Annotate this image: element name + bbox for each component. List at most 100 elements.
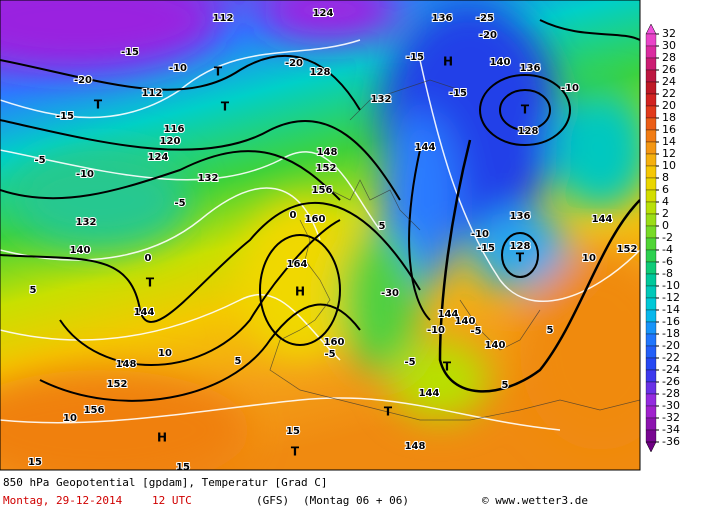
legend-tick-label: -10 [662, 279, 680, 292]
legend-swatch [645, 405, 657, 419]
legend-tick-label: -22 [662, 351, 680, 364]
contour-label: 140 [455, 316, 476, 327]
geopotential-contours [0, 19, 640, 402]
legend-tick-label: -30 [662, 399, 680, 412]
footer-date: Montag, 29-12-2014 [3, 494, 123, 507]
legend-swatch [645, 237, 657, 251]
legend-tick-label: -18 [662, 327, 680, 340]
isotherm-label: -15 [56, 111, 74, 122]
legend-tick-label: -24 [662, 363, 680, 376]
isotherm-label: -20 [74, 75, 92, 86]
legend-swatch [645, 321, 657, 335]
isotherm-label: -10 [169, 63, 187, 74]
legend-tick-label: -6 [662, 255, 673, 268]
contour-label: 136 [432, 13, 453, 24]
contour-label: 128 [518, 126, 539, 137]
pressure-center: T [443, 360, 452, 374]
isotherm-label: 15 [176, 462, 190, 473]
legend-tick-label: 12 [662, 147, 676, 160]
contour-label: 124 [313, 8, 334, 19]
contour-label: 116 [164, 124, 185, 135]
contour-label: 152 [617, 244, 638, 255]
isotherm-label: -5 [34, 155, 45, 166]
legend-tick-label: -36 [662, 435, 680, 448]
contour-label: 152 [107, 379, 128, 390]
legend-tick-label: 6 [662, 183, 669, 196]
legend-swatch [645, 369, 657, 383]
contour-label: 144 [415, 142, 436, 153]
isotherm-label: 5 [235, 356, 242, 367]
isotherm-label: 0 [145, 253, 152, 264]
contour-label: 140 [70, 245, 91, 256]
legend-tick-label: 30 [662, 39, 676, 52]
contour-label: 128 [510, 241, 531, 252]
legend-swatch [645, 309, 657, 323]
legend-swatch [645, 213, 657, 227]
isotherm-label: 5 [502, 380, 509, 391]
legend-tick-label: -28 [662, 387, 680, 400]
contour-label: 112 [142, 88, 163, 99]
footer-credit: © www.wetter3.de [482, 494, 588, 507]
contour-label: 144 [592, 214, 613, 225]
pressure-center: T [214, 65, 223, 79]
isotherm-label: -5 [324, 349, 335, 360]
map-field [0, 0, 640, 470]
legend-swatch [645, 141, 657, 155]
legend-tick-label: 26 [662, 63, 676, 76]
isotherm-label: -10 [561, 83, 579, 94]
legend-swatch [645, 417, 657, 431]
legend-swatch [645, 129, 657, 143]
legend-tick-label: -12 [662, 291, 680, 304]
legend-swatch [645, 165, 657, 179]
contour-label: 128 [310, 67, 331, 78]
legend-tick-label: 0 [662, 219, 669, 232]
legend-swatch [645, 225, 657, 239]
legend-tick-label: 10 [662, 159, 676, 172]
legend-tick-label: -2 [662, 231, 673, 244]
isotherm-label: 5 [547, 325, 554, 336]
isotherm-label: -5 [404, 357, 415, 368]
pressure-center: T [146, 276, 155, 290]
legend-arrow-bottom [645, 441, 657, 453]
legend-tick-label: -4 [662, 243, 673, 256]
legend-tick-label: -34 [662, 423, 680, 436]
contour-label: 124 [148, 152, 169, 163]
legend-swatch [645, 45, 657, 59]
legend-tick-label: 8 [662, 171, 669, 184]
legend-swatch [645, 105, 657, 119]
contour-label: 164 [287, 259, 308, 270]
legend-swatch [645, 189, 657, 203]
contour-label: 132 [198, 173, 219, 184]
legend-swatch [645, 345, 657, 359]
legend-tick-label: -32 [662, 411, 680, 424]
legend-swatch [645, 153, 657, 167]
isotherm-label: 15 [28, 457, 42, 468]
legend-swatch [645, 429, 657, 443]
contour-label: 144 [419, 388, 440, 399]
pressure-center: H [295, 285, 305, 299]
isotherm-label: -20 [285, 58, 303, 69]
contour-label: 112 [213, 13, 234, 24]
contour-label: 160 [305, 214, 326, 225]
legend-tick-label: 28 [662, 51, 676, 64]
legend-swatch [645, 177, 657, 191]
contour-label: 160 [324, 337, 345, 348]
isotherm-label: -10 [76, 169, 94, 180]
contour-label: 120 [160, 136, 181, 147]
legend-swatch [645, 93, 657, 107]
contour-label: 140 [490, 57, 511, 68]
isotherm-label: -10 [471, 229, 489, 240]
legend-tick-label: -8 [662, 267, 673, 280]
legend-swatch [645, 357, 657, 371]
isotherm-label: 10 [63, 413, 77, 424]
isotherm-label: -15 [477, 243, 495, 254]
pressure-center: H [157, 431, 167, 445]
isotherm-label: -5 [174, 198, 185, 209]
legend-swatch [645, 297, 657, 311]
legend-swatch [645, 273, 657, 287]
footer-run: (Montag 06 + 06) [303, 494, 409, 507]
legend-swatch [645, 81, 657, 95]
contour-label: 144 [134, 307, 155, 318]
